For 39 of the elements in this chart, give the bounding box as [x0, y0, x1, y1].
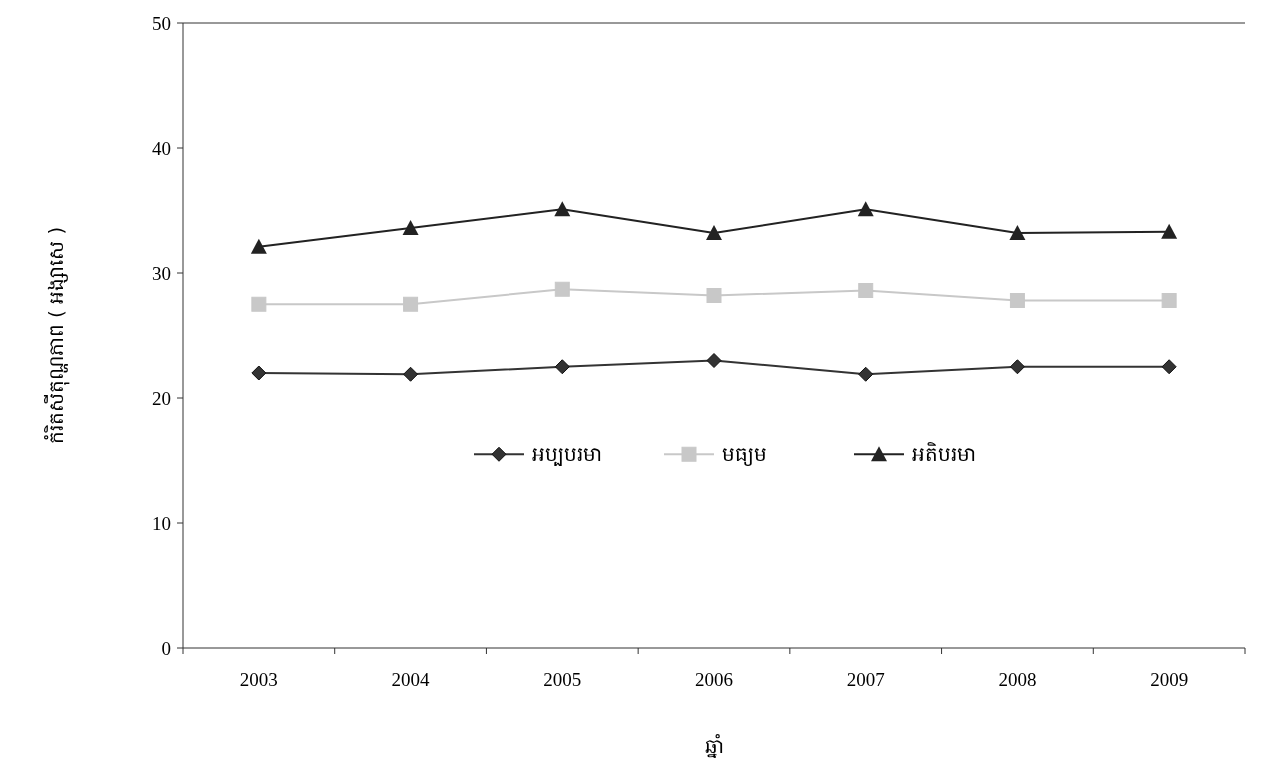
point: [858, 283, 874, 298]
y-tick-label: 20: [152, 387, 171, 409]
x-tick-label: 2008: [998, 669, 1037, 690]
x-tick-label: 2007: [846, 669, 885, 690]
point: [1161, 223, 1178, 239]
point: [706, 353, 722, 368]
y-axis-title: កំរិតសីតុណ្ហភាព ( អង្សាសេ ): [43, 226, 70, 445]
point: [706, 225, 722, 240]
y-tick-label: 50: [152, 12, 171, 34]
point: [1009, 225, 1026, 240]
point: [1009, 293, 1025, 308]
x-axis-title: ឆ្នាំ: [704, 733, 724, 758]
point: [402, 220, 419, 235]
legend-label: មធ្យម: [722, 442, 767, 467]
point: [403, 296, 419, 312]
y-tick-label: 0: [161, 637, 171, 659]
point: [857, 201, 874, 217]
point: [554, 359, 570, 375]
legend-label: អប្បបរមា: [532, 442, 602, 467]
y-tick-label: 10: [152, 512, 171, 534]
point: [706, 288, 722, 303]
point: [1161, 359, 1177, 375]
legend-label: អតិបរមា: [912, 441, 976, 467]
y-tick-label: 40: [152, 137, 171, 159]
point: [403, 366, 419, 382]
x-tick-label: 2004: [391, 669, 431, 690]
x-tick-label: 2005: [543, 669, 582, 690]
point: [251, 296, 267, 312]
x-tick-label: 2003: [239, 669, 278, 690]
point: [250, 238, 267, 254]
point: [858, 366, 874, 382]
point: [1009, 359, 1025, 375]
point: [554, 281, 570, 297]
point: [1161, 293, 1177, 308]
x-tick-label: 2009: [1150, 669, 1189, 690]
y-tick-label: 30: [152, 262, 171, 284]
x-tick-label: 2006: [695, 669, 733, 690]
point: [554, 201, 571, 217]
point: [251, 365, 267, 381]
